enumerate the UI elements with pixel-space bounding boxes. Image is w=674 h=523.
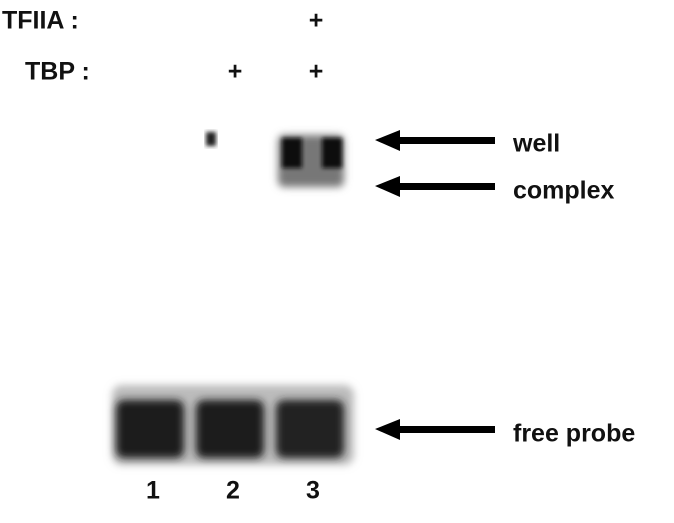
gel — [112, 132, 354, 465]
tfiia-label: TFIIA : — [2, 7, 79, 35]
arrow-complex — [375, 176, 495, 197]
lane-number: 1 — [146, 477, 160, 505]
tbp-lane2: + — [228, 58, 243, 86]
gel-figure: TFIIA : + TBP : + + well complex free pr… — [0, 0, 674, 523]
lane-number: 2 — [226, 477, 240, 505]
free-probe-band-1 — [116, 400, 184, 458]
label-well: well — [512, 130, 560, 158]
complex-band-left — [282, 138, 302, 168]
tbp-lane3: + — [309, 58, 324, 86]
label-complex: complex — [513, 177, 615, 205]
lane-number: 3 — [306, 477, 320, 505]
arrow-free-probe — [375, 419, 495, 440]
tfiia-lane3: + — [309, 7, 324, 35]
complex-band-right — [322, 138, 342, 168]
tbp-label: TBP : — [25, 58, 90, 86]
free-probe-band-3 — [276, 400, 344, 458]
arrow-well — [375, 130, 495, 151]
well-spot-2 — [206, 132, 216, 146]
arrows — [375, 130, 495, 440]
free-probe-band-2 — [196, 400, 264, 458]
page: TFIIA : + TBP : + + well complex free pr… — [0, 0, 674, 523]
label-free-probe: free probe — [513, 420, 635, 448]
